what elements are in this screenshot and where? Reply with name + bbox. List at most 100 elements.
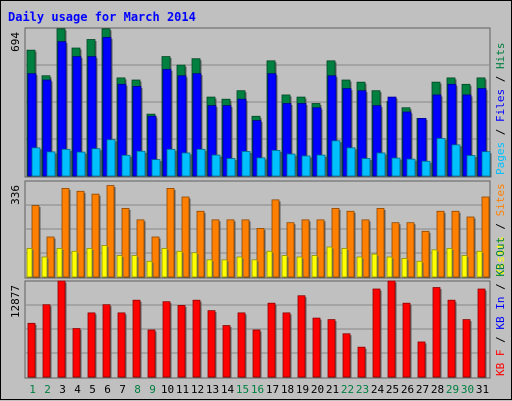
day-label: 22 bbox=[341, 383, 354, 396]
bar-visits-day-31-fill bbox=[476, 250, 483, 278]
bar-kbf-day-7-fill bbox=[117, 312, 126, 378]
bar-kbf-day-27 bbox=[417, 341, 427, 379]
day-label: 17 bbox=[266, 383, 279, 396]
bar-sites-day-10-fill bbox=[166, 188, 175, 278]
bar-kbf-day-18-fill bbox=[282, 312, 291, 378]
day-label: 29 bbox=[446, 383, 459, 396]
bar-pages-day-21-fill bbox=[331, 140, 341, 177]
bar-kbf-day-23 bbox=[357, 346, 367, 379]
bar-visits-day-19-fill bbox=[296, 256, 303, 278]
bar-visits-day-1-fill bbox=[26, 248, 33, 278]
day-label: 14 bbox=[221, 383, 235, 396]
bar-pages-day-18 bbox=[286, 153, 297, 178]
day-label: 15 bbox=[236, 383, 249, 396]
day-label: 23 bbox=[356, 383, 369, 396]
day-label: 11 bbox=[176, 383, 189, 396]
bar-sites-day-27 bbox=[421, 230, 431, 279]
bar-pages-day-21 bbox=[331, 140, 342, 178]
bar-visits-day-1 bbox=[26, 248, 34, 279]
bar-sites-day-14-fill bbox=[226, 219, 235, 278]
day-label: 3 bbox=[59, 383, 66, 396]
bar-kbf-day-1 bbox=[27, 322, 37, 379]
bar-visits-day-5-fill bbox=[86, 248, 93, 278]
bar-visits-day-11-fill bbox=[176, 250, 183, 278]
bar-kbf-day-21-fill bbox=[327, 319, 336, 378]
bar-pages-day-16 bbox=[256, 157, 267, 178]
bar-visits-day-27-fill bbox=[416, 260, 423, 278]
bar-pages-day-10-fill bbox=[166, 148, 176, 177]
legend-label: KB Out bbox=[494, 237, 507, 277]
bar-sites-day-3-fill bbox=[61, 188, 70, 278]
legend-label: Visits bbox=[494, 236, 507, 276]
bar-sites-day-21 bbox=[331, 208, 341, 279]
day-label: 30 bbox=[461, 383, 474, 396]
bar-pages-day-26-fill bbox=[406, 158, 416, 177]
bar-sites-day-26-fill bbox=[406, 222, 415, 278]
day-label: 20 bbox=[311, 383, 324, 396]
bar-pages-day-17-fill bbox=[271, 150, 281, 177]
bar-sites-day-29 bbox=[451, 210, 461, 279]
bar-sites-day-1-fill bbox=[31, 205, 40, 278]
bar-visits-day-10 bbox=[161, 248, 169, 279]
bar-visits-day-3-fill bbox=[56, 248, 63, 278]
bar-pages-day-11 bbox=[181, 152, 192, 178]
bar-kbf-day-26 bbox=[402, 302, 412, 379]
day-label: 6 bbox=[104, 383, 111, 396]
bar-sites-day-28-fill bbox=[436, 210, 445, 278]
bar-pages-day-8-fill bbox=[136, 150, 146, 177]
bar-sites-day-27-fill bbox=[421, 230, 430, 278]
bar-kbf-day-19-fill bbox=[297, 295, 306, 378]
bar-visits-day-24-fill bbox=[371, 253, 378, 278]
bar-kbf-day-25 bbox=[387, 280, 397, 379]
panel-visits-sites-max-label: 336 bbox=[9, 185, 22, 205]
panel-traffic-legend: KB F / KB In / KB Out bbox=[494, 237, 507, 376]
bar-pages-day-1-fill bbox=[31, 147, 41, 177]
bar-sites-day-19 bbox=[301, 219, 311, 279]
bar-kbf-day-3-fill bbox=[57, 280, 66, 378]
bar-sites-day-18 bbox=[286, 222, 296, 279]
bar-pages-day-2 bbox=[46, 151, 57, 178]
bar-visits-day-6-fill bbox=[101, 245, 108, 278]
bar-sites-day-17-fill bbox=[271, 199, 280, 278]
bar-kbf-day-8 bbox=[132, 299, 142, 379]
bar-pages-day-26 bbox=[406, 158, 417, 178]
bar-sites-day-26 bbox=[406, 222, 416, 279]
bar-visits-day-25 bbox=[386, 256, 394, 279]
legend-label: KB In bbox=[494, 297, 507, 330]
bar-pages-day-22-fill bbox=[346, 147, 356, 177]
bar-kbf-day-2 bbox=[42, 304, 52, 379]
bar-visits-day-9-fill bbox=[146, 260, 153, 278]
bar-kbf-day-4-fill bbox=[72, 328, 81, 378]
bar-sites-day-10 bbox=[166, 188, 176, 279]
bar-pages-day-31 bbox=[481, 151, 492, 178]
bar-visits-day-7-fill bbox=[116, 255, 123, 278]
bar-pages-day-29-fill bbox=[451, 144, 461, 177]
bar-kbf-day-10-fill bbox=[162, 301, 171, 378]
day-label: 19 bbox=[296, 383, 309, 396]
bar-sites-day-12-fill bbox=[196, 210, 205, 278]
bar-visits-day-28-fill bbox=[431, 249, 438, 278]
bar-pages-day-16-fill bbox=[256, 157, 266, 177]
bar-visits-day-13-fill bbox=[206, 259, 213, 278]
bar-visits-day-2 bbox=[41, 256, 49, 279]
bar-kbf-day-11 bbox=[177, 305, 187, 379]
legend-label: Hits bbox=[494, 43, 507, 70]
bar-pages-day-25-fill bbox=[391, 157, 401, 177]
bar-pages-day-24 bbox=[376, 152, 387, 178]
bar-pages-day-31-fill bbox=[481, 151, 491, 177]
bar-visits-day-3 bbox=[56, 248, 64, 279]
bar-visits-day-24 bbox=[371, 253, 379, 279]
bar-sites-day-28 bbox=[436, 210, 446, 279]
bar-sites-day-6-fill bbox=[106, 185, 115, 278]
legend-label: / bbox=[494, 330, 507, 350]
bar-pages-day-15 bbox=[241, 151, 252, 178]
bar-pages-day-5 bbox=[91, 148, 102, 178]
bar-pages-day-3-fill bbox=[61, 148, 71, 177]
bar-kbf-day-30-fill bbox=[462, 319, 471, 378]
bar-kbf-day-26-fill bbox=[402, 302, 411, 378]
bar-kbf-day-20-fill bbox=[312, 317, 321, 378]
day-label: 21 bbox=[326, 383, 339, 396]
bar-sites-day-3 bbox=[61, 188, 71, 279]
bar-pages-day-6 bbox=[106, 139, 117, 178]
bar-kbf-day-30 bbox=[462, 319, 472, 379]
